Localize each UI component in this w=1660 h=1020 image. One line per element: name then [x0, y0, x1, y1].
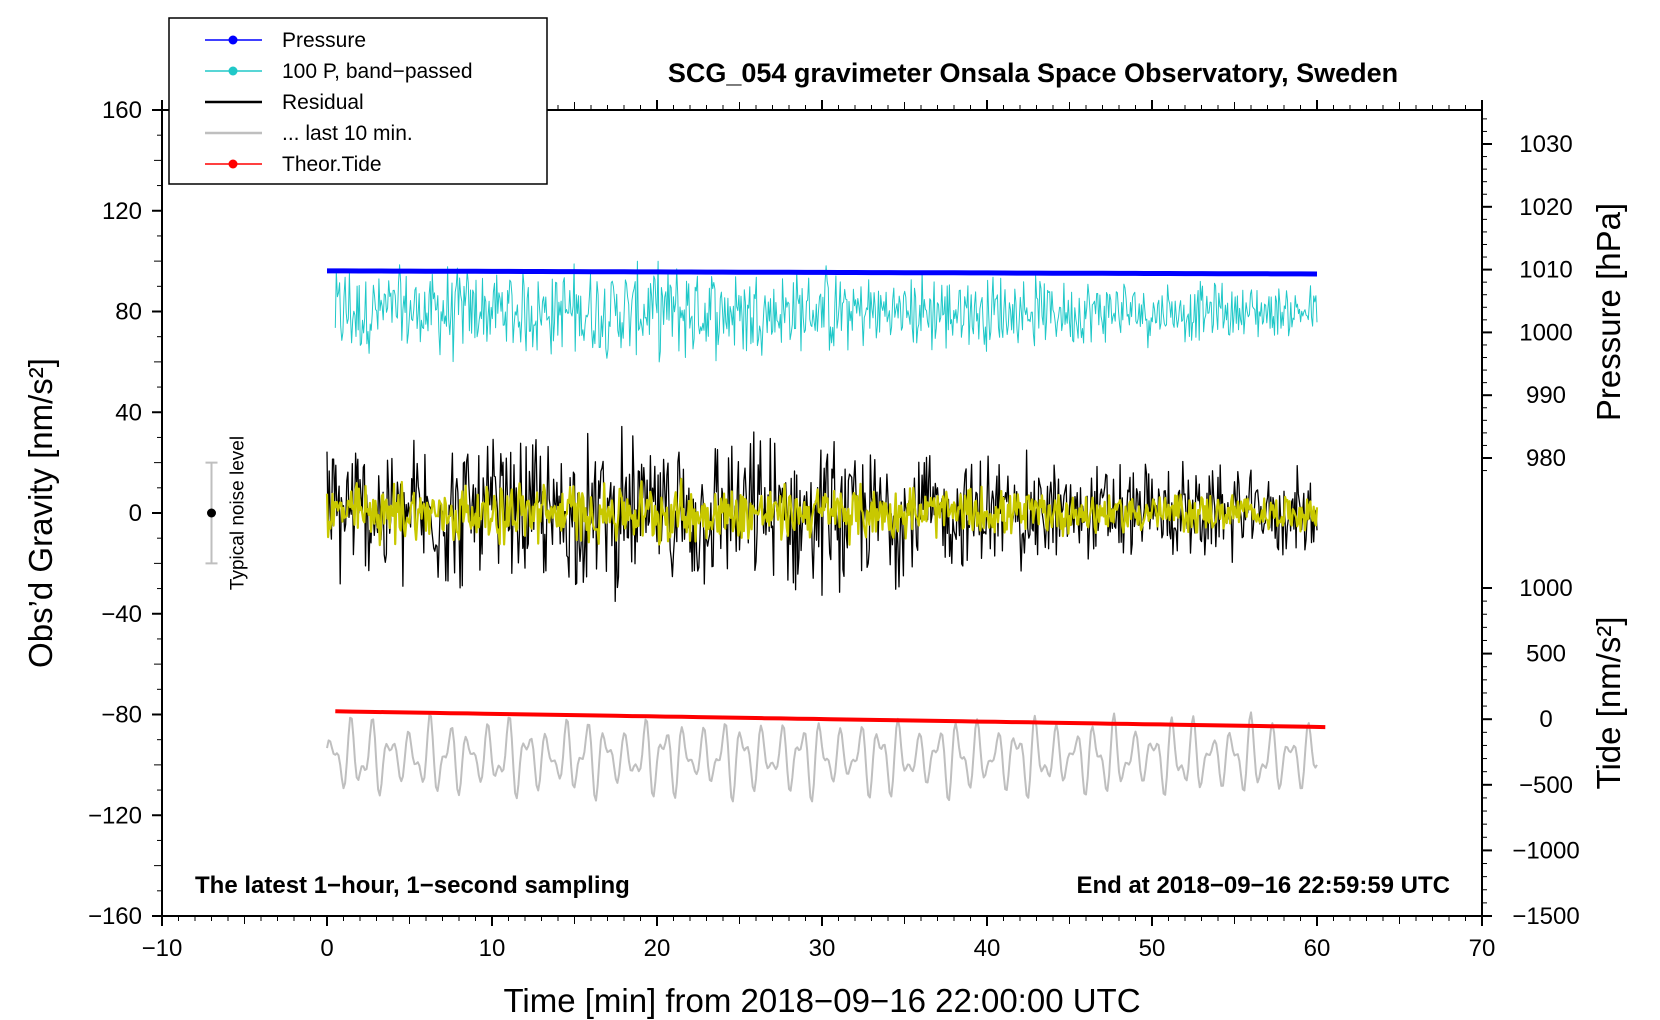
series-residual-filtered: [325, 477, 1319, 547]
legend-label: ... last 10 min.: [282, 122, 413, 145]
series-group: [325, 260, 1326, 803]
legend: Pressure 100 P, band−passed Residual ... la…: [168, 17, 548, 185]
chart-title: SCG_054 gravimeter Onsala Space Observat…: [668, 58, 1398, 88]
pressure-tick-label: 1020: [1519, 194, 1572, 221]
annotation-right: End at 2018−09−16 22:59:59 UTC: [1076, 872, 1450, 899]
tide-tick-label: 1000: [1519, 575, 1572, 602]
y-tick-label: −40: [101, 601, 142, 628]
x-tick-label: 70: [1469, 935, 1496, 962]
y-tick-label: 160: [102, 97, 142, 124]
tide-tick-label: −1500: [1512, 903, 1579, 930]
annotation-left: The latest 1−hour, 1−second sampling: [195, 872, 630, 899]
legend-label: Pressure: [282, 29, 366, 52]
x-tick-label: 10: [479, 935, 506, 962]
pressure-tick-label: 1010: [1519, 257, 1572, 284]
y-tick-label: −80: [101, 702, 142, 729]
legend-label: Theor.Tide: [282, 153, 382, 176]
legend-label: Residual: [282, 91, 364, 114]
y-axis-title-left: Obs’d Gravity [nm/s²]: [22, 358, 59, 668]
x-axis-ticks: −10 0 10 20 30 40 50 60 70: [142, 100, 1496, 962]
y-tick-label: 40: [115, 399, 142, 426]
x-tick-label: 30: [809, 935, 836, 962]
pressure-axis-ticks: 980 990 1000 1010 1020 1030: [1482, 118, 1573, 472]
pressure-tick-label: 1030: [1519, 131, 1572, 158]
y-tick-label: 120: [102, 198, 142, 225]
tide-tick-label: 500: [1526, 641, 1566, 668]
x-tick-label: 0: [320, 935, 333, 962]
pressure-tick-label: 1000: [1519, 319, 1572, 346]
legend-marker: [228, 159, 238, 169]
y-axis-title-tide: Tide [nm/s²]: [1590, 617, 1627, 790]
legend-label: 100 P, band−passed: [282, 60, 473, 83]
tide-tick-label: 0: [1539, 706, 1552, 733]
x-tick-label: 20: [644, 935, 671, 962]
noise-bar-label: Typical noise level: [228, 436, 249, 590]
y-axis-ticks: −160 −120 −80 −40 0 40 80 120 160: [88, 97, 162, 930]
y-tick-label: −120: [88, 802, 142, 829]
tide-tick-label: −500: [1519, 772, 1573, 799]
series-pressure: [327, 268, 1318, 277]
tide-axis-ticks: −1500 −1000 −500 0 500 1000: [1482, 575, 1580, 930]
pressure-tick-label: 980: [1526, 445, 1566, 472]
y-axis-title-pressure: Pressure [hPa]: [1590, 203, 1627, 421]
series-theor-tide: [335, 709, 1326, 730]
tide-tick-label: −1000: [1512, 837, 1579, 864]
pressure-tick-label: 990: [1526, 382, 1566, 409]
legend-marker: [228, 35, 238, 45]
x-tick-label: 50: [1139, 935, 1166, 962]
noise-bar-group: Typical noise level: [205, 436, 249, 590]
x-tick-label: 40: [974, 935, 1001, 962]
series-band-passed-pressure: [334, 260, 1318, 363]
series-residual: [326, 425, 1318, 603]
x-axis-title: Time [min] from 2018−09−16 22:00:00 UTC: [503, 982, 1140, 1019]
legend-marker: [228, 66, 238, 76]
x-tick-label: −10: [142, 935, 183, 962]
y-tick-label: −160: [88, 903, 142, 930]
y-tick-label: 80: [115, 299, 142, 326]
y-tick-label: 0: [129, 500, 142, 527]
noise-bar-dot: [207, 508, 216, 518]
x-tick-label: 60: [1304, 935, 1331, 962]
series-last-10-min: [326, 711, 1318, 803]
